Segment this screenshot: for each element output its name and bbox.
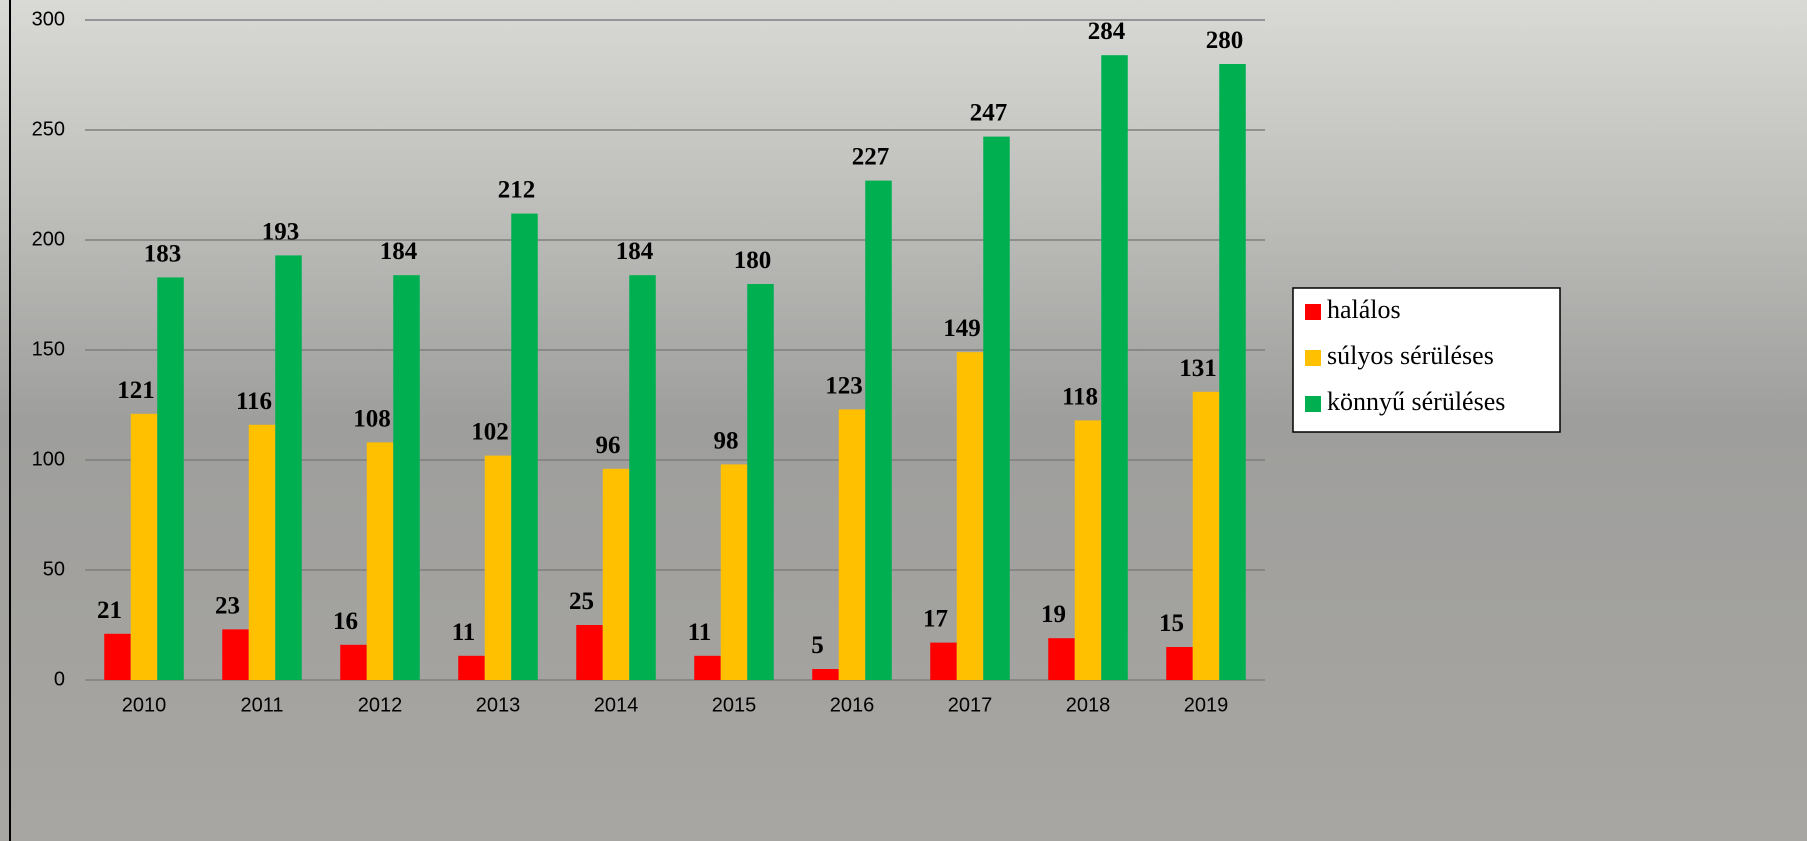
value-label: 149 <box>943 315 981 342</box>
bar <box>458 655 485 680</box>
value-label: 17 <box>923 606 948 633</box>
value-label: 102 <box>471 419 509 446</box>
bar <box>694 655 721 680</box>
y-tick-label: 0 <box>54 668 65 690</box>
x-tick-label: 2018 <box>1066 694 1111 716</box>
value-label: 11 <box>452 619 476 646</box>
value-label: 121 <box>117 377 155 404</box>
bar <box>602 468 630 680</box>
x-tick-label: 2016 <box>830 694 875 716</box>
plot-area: 0 50 100 150 200 250 300 2010 21 121 183 2011 23 116 1… <box>32 8 1561 716</box>
bar <box>484 455 512 680</box>
value-label: 280 <box>1206 27 1244 54</box>
y-tick-label: 250 <box>32 118 65 140</box>
legend-marker <box>1305 304 1321 320</box>
value-label: 247 <box>970 100 1008 127</box>
x-tick-label: 2013 <box>476 694 521 716</box>
bar <box>838 409 866 680</box>
value-label: 5 <box>811 632 824 659</box>
legend-label: könnyű sérüléses <box>1327 387 1505 416</box>
value-label: 21 <box>97 597 122 624</box>
bar <box>1219 64 1246 680</box>
bar <box>576 625 603 680</box>
value-label: 11 <box>688 619 712 646</box>
bar <box>1074 420 1102 680</box>
value-label: 184 <box>380 238 418 265</box>
y-tick-label: 50 <box>43 558 65 580</box>
bar <box>1048 638 1075 680</box>
bar <box>104 633 131 680</box>
bar <box>629 275 656 680</box>
bar <box>812 669 839 680</box>
value-label: 183 <box>144 240 182 267</box>
bar <box>1192 391 1220 680</box>
y-tick-label: 300 <box>32 8 65 30</box>
value-label: 98 <box>714 427 739 454</box>
bar <box>366 442 394 680</box>
x-tick-label: 2011 <box>240 694 283 716</box>
legend-label: súlyos sérüléses <box>1327 341 1494 370</box>
x-tick-label: 2014 <box>594 694 639 716</box>
bar <box>275 255 302 680</box>
x-tick-label: 2015 <box>712 694 757 716</box>
x-tick-label: 2019 <box>1184 694 1229 716</box>
value-label: 118 <box>1062 383 1098 410</box>
bar <box>248 424 276 680</box>
value-label: 23 <box>215 592 240 619</box>
bar <box>1101 55 1128 680</box>
bar <box>130 413 158 680</box>
legend-box <box>1292 287 1561 433</box>
bar <box>720 464 748 680</box>
bar <box>956 352 984 680</box>
bar <box>747 284 774 680</box>
x-tick-label: 2017 <box>948 694 993 716</box>
value-label: 116 <box>236 388 272 415</box>
x-tick-label: 2012 <box>358 694 403 716</box>
y-tick-label: 150 <box>32 338 65 360</box>
value-label: 193 <box>262 218 300 245</box>
bar <box>983 136 1010 681</box>
y-tick-label: 100 <box>32 448 65 470</box>
value-label: 227 <box>852 144 890 171</box>
bar <box>511 213 538 680</box>
legend-marker <box>1305 350 1321 366</box>
value-label: 108 <box>353 405 391 432</box>
bar <box>393 275 420 680</box>
bar <box>340 644 367 680</box>
x-tick-label: 2010 <box>122 694 167 716</box>
value-label: 212 <box>498 177 536 204</box>
value-label: 19 <box>1041 601 1066 628</box>
value-label: 15 <box>1159 610 1184 637</box>
value-label: 96 <box>596 432 621 459</box>
legend-marker <box>1305 396 1321 412</box>
value-label: 131 <box>1179 355 1217 382</box>
bar <box>865 180 892 680</box>
legend-label: halálos <box>1327 295 1401 324</box>
bar <box>157 277 184 680</box>
value-label: 180 <box>734 247 772 274</box>
value-label: 16 <box>333 608 358 635</box>
value-label: 184 <box>616 238 654 265</box>
value-label: 25 <box>569 588 594 615</box>
y-tick-label: 200 <box>32 228 65 250</box>
value-label: 284 <box>1088 18 1126 45</box>
value-label: 123 <box>825 372 863 399</box>
bar <box>222 629 249 680</box>
bar <box>930 642 957 680</box>
bar <box>1166 647 1193 680</box>
